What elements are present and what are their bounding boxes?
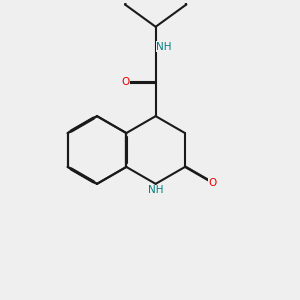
Text: O: O bbox=[121, 77, 129, 87]
Text: NH: NH bbox=[148, 185, 164, 195]
Text: O: O bbox=[209, 178, 217, 188]
Text: NH: NH bbox=[156, 42, 172, 52]
